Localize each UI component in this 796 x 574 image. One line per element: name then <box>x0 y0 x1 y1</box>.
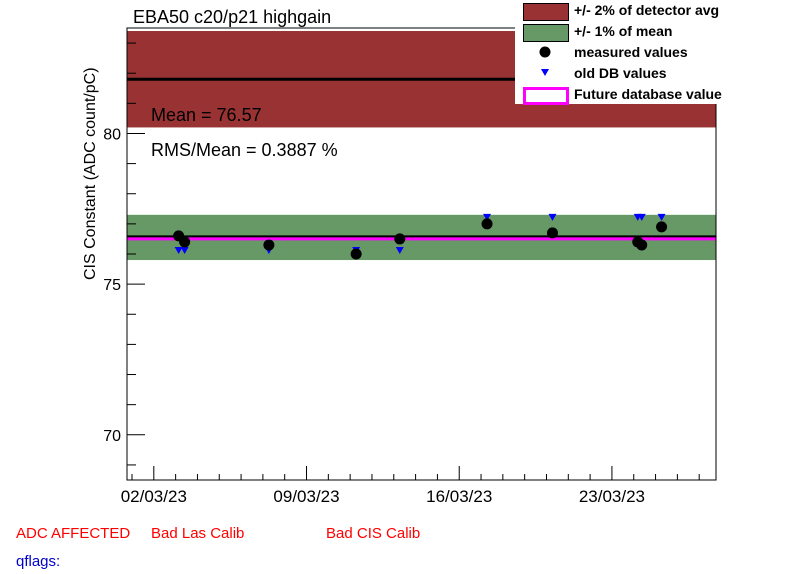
measured-point <box>481 218 493 230</box>
mean-stat: Mean = 76.57 <box>151 105 262 125</box>
legend: +/- 2% of detector avg +/- 1% of mean me… <box>515 0 755 105</box>
old-db-point <box>174 246 183 254</box>
measured-point <box>656 221 668 233</box>
qflags-label: qflags: <box>16 553 61 570</box>
y-tick-label: 70 <box>103 428 121 445</box>
x-tick-label: 09/03/23 <box>273 487 339 506</box>
measured-point <box>350 248 362 260</box>
flag-bad-cis-calib: Bad CIS Calib <box>326 525 421 542</box>
legend-swatch-1pct <box>523 24 569 42</box>
old-db-point <box>657 213 666 221</box>
old-db-point <box>395 246 404 254</box>
legend-item-2pct: +/- 2% of detector avg <box>515 1 755 21</box>
measured-point <box>394 233 406 245</box>
measured-point <box>179 236 191 248</box>
x-tick-label: 23/03/23 <box>579 487 645 506</box>
old-db-point <box>180 246 189 254</box>
legend-label-measured: measured values <box>574 44 688 60</box>
measured-point <box>546 227 558 239</box>
measured-point <box>636 239 648 251</box>
legend-circle-marker <box>539 46 551 58</box>
legend-item-future: Future database value <box>515 85 755 105</box>
rms-stat: RMS/Mean = 0.3887 % <box>151 140 338 160</box>
legend-label-2pct: +/- 2% of detector avg <box>574 2 720 18</box>
measured-point <box>263 239 275 251</box>
flag-bad-las-calib: Bad Las Calib <box>151 525 245 542</box>
legend-swatch-future <box>523 87 569 105</box>
legend-label-1pct: +/- 1% of mean <box>574 23 673 39</box>
legend-label-old-db: old DB values <box>574 65 667 81</box>
old-db-point <box>637 213 646 221</box>
chart-title: EBA50 c20/p21 highgain <box>133 7 332 27</box>
legend-triangle-marker <box>541 69 549 76</box>
flag-adc-affected: ADC AFFECTED <box>16 525 131 542</box>
legend-item-measured: measured values <box>515 43 755 63</box>
x-tick-label: 02/03/23 <box>121 487 187 506</box>
old-db-point <box>548 213 557 221</box>
legend-swatch-2pct <box>523 3 569 21</box>
y-tick-label: 75 <box>103 277 121 294</box>
x-tick-label: 16/03/23 <box>426 487 492 506</box>
legend-item-1pct: +/- 1% of mean <box>515 22 755 42</box>
legend-item-old-db: old DB values <box>515 64 755 84</box>
y-axis-label: CIS Constant (ADC count/pC) <box>82 67 99 280</box>
y-tick-label: 80 <box>103 126 121 143</box>
legend-label-future: Future database value <box>574 86 722 102</box>
old-db-point <box>483 213 492 221</box>
